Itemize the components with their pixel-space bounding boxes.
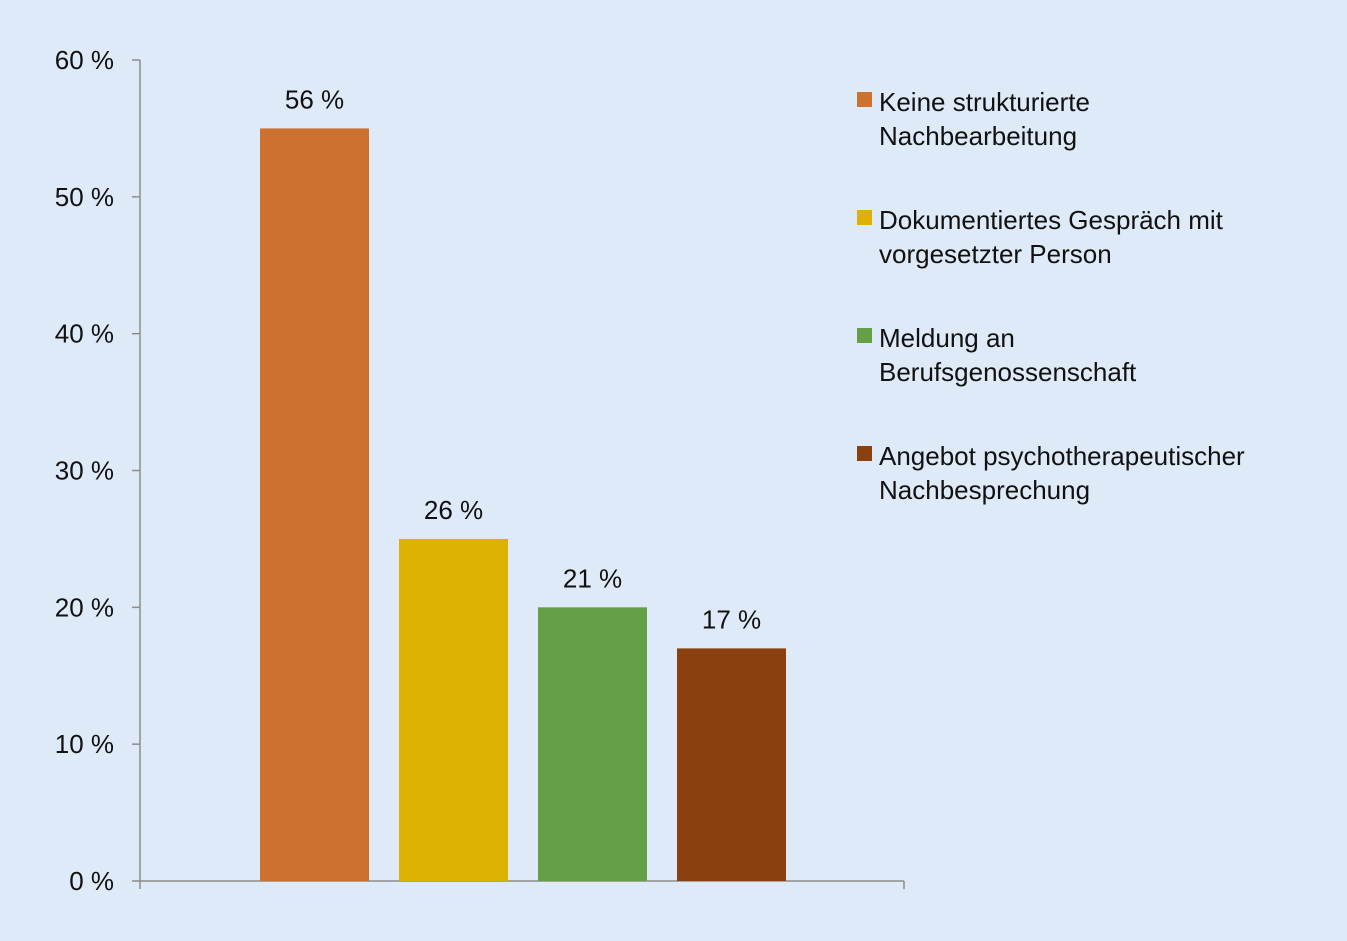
y-tick-label: 30 % — [55, 456, 114, 486]
legend-swatch — [857, 210, 872, 225]
data-labels: 56 % 26 % 21 % 17 % — [285, 84, 761, 634]
legend-label: Nachbesprechung — [879, 475, 1090, 505]
y-tick-label: 60 % — [55, 45, 114, 75]
bar-value-label: 21 % — [563, 563, 622, 593]
legend-item: Angebot psychotherapeutischer Nachbesprec… — [857, 441, 1245, 505]
bar-value-label: 56 % — [285, 84, 344, 114]
legend-label: vorgesetzter Person — [879, 239, 1112, 269]
legend-label: Angebot psychotherapeutischer — [879, 441, 1245, 471]
y-tick-label: 20 % — [55, 592, 114, 622]
legend-swatch — [857, 328, 872, 343]
legend-label: Keine strukturierte — [879, 87, 1090, 117]
bar — [260, 128, 369, 881]
legend: Keine strukturierte Nachbearbeitung Dokume… — [857, 87, 1245, 505]
legend-item: Meldung an Berufsgenossenschaft — [857, 323, 1137, 387]
legend-item: Keine strukturierte Nachbearbeitung — [857, 87, 1090, 151]
y-tick-label: 0 % — [69, 866, 114, 896]
bar-value-label: 17 % — [702, 604, 761, 634]
y-tick-label: 40 % — [55, 319, 114, 349]
legend-swatch — [857, 446, 872, 461]
y-tick-label: 10 % — [55, 729, 114, 759]
legend-label: Dokumentiertes Gespräch mit — [879, 205, 1224, 235]
bar — [677, 648, 786, 881]
legend-label: Meldung an — [879, 323, 1015, 353]
bars — [260, 128, 786, 881]
bar-value-label: 26 % — [424, 495, 483, 525]
legend-label: Nachbearbeitung — [879, 121, 1077, 151]
legend-swatch — [857, 92, 872, 107]
y-tick-label: 50 % — [55, 182, 114, 212]
bar — [399, 538, 508, 881]
x-axis — [139, 880, 905, 889]
y-axis: 0 % 10 % 20 % 30 % 40 % 50 % 60 % — [55, 45, 141, 896]
legend-label: Berufsgenossenschaft — [879, 357, 1137, 387]
legend-item: Dokumentiertes Gespräch mit vorgesetzter … — [857, 205, 1224, 269]
bar — [538, 607, 647, 881]
